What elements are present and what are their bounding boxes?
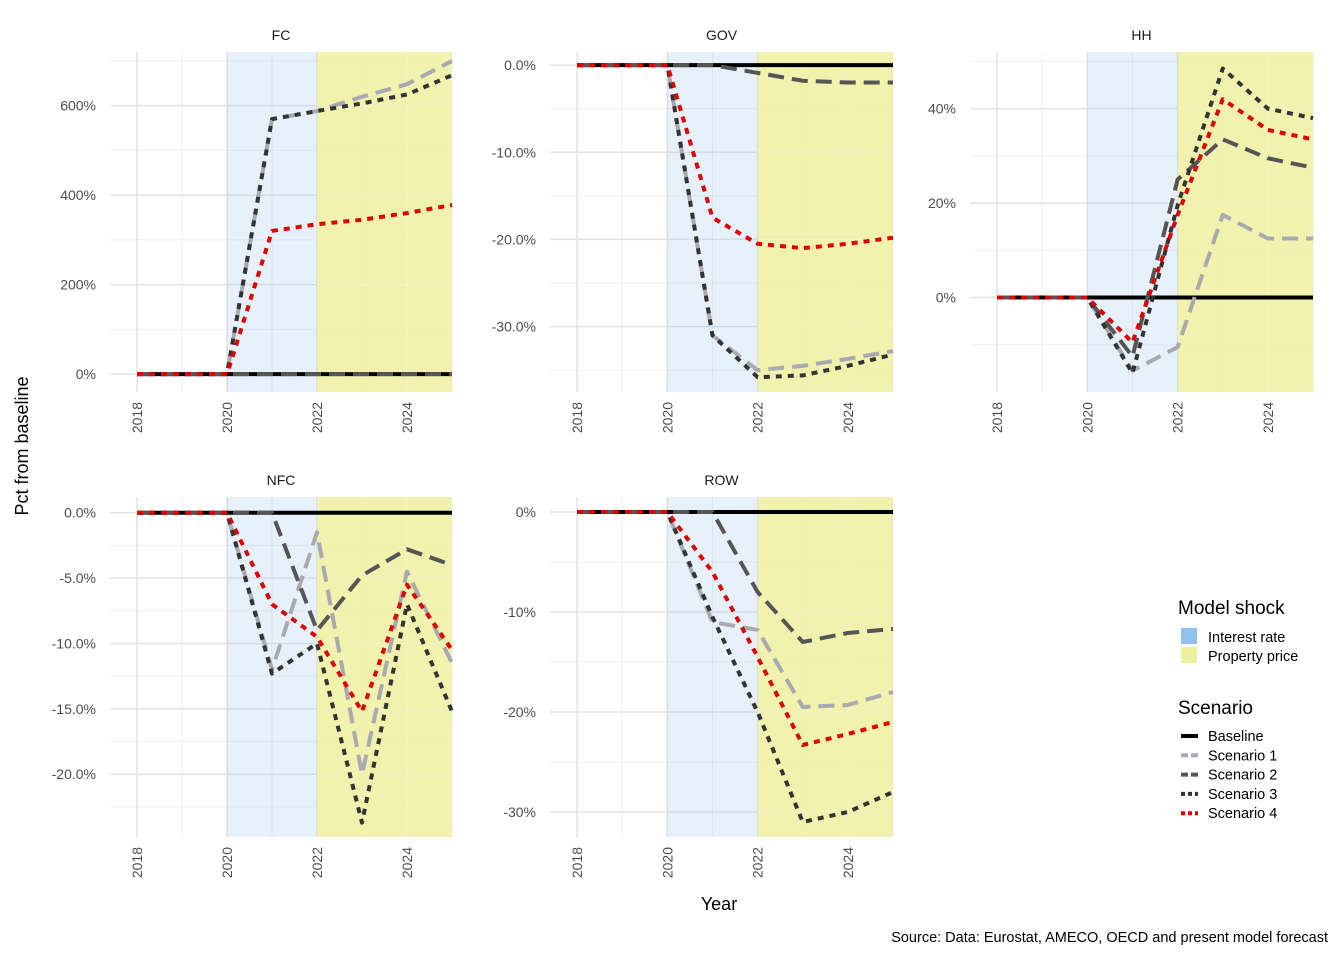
legend-item-scenario-1: Scenario 1: [1181, 748, 1277, 764]
x-tick-label: 2022: [750, 402, 766, 433]
legend-label: Scenario 3: [1208, 787, 1277, 803]
legend-item-scenario-2: Scenario 2: [1181, 768, 1277, 784]
legend-label: Scenario 4: [1208, 806, 1277, 822]
series-line-scenario-4: [997, 97, 1314, 345]
y-tick-label: -5.0%: [59, 570, 96, 586]
y-tick-label: 0%: [936, 290, 956, 306]
panel-title: NFC: [267, 472, 296, 488]
y-tick-label: 0.0%: [64, 505, 96, 521]
panel-fc: FC 0% 200% 400% 600% 2018 2020 2022 2024: [60, 27, 453, 433]
x-tick-label: 2020: [659, 402, 675, 433]
y-tick-label: 200%: [60, 277, 96, 293]
y-tick-label: 400%: [60, 187, 96, 203]
x-tick-label: 2018: [569, 847, 585, 878]
legend-item-interest-rate: Interest rate: [1181, 628, 1285, 646]
x-tick-label: 2024: [1260, 402, 1276, 433]
x-tick-label: 2022: [309, 847, 325, 878]
shock-band-property-price: [1177, 52, 1313, 392]
x-tick-label: 2018: [129, 847, 145, 878]
panel-title: ROW: [704, 472, 739, 488]
y-tick-label: -15.0%: [52, 701, 96, 717]
legend-label: Scenario 1: [1208, 748, 1277, 764]
legend-shock-items: Interest rate Property price: [1181, 628, 1298, 665]
y-tick-label: -10%: [503, 604, 536, 620]
legend-swatch: [1181, 628, 1197, 644]
legend-item-baseline: Baseline: [1181, 729, 1264, 745]
x-tick-label: 2024: [399, 847, 415, 878]
y-tick-label: 0%: [516, 504, 536, 520]
x-tick-label: 2022: [1170, 402, 1186, 433]
shock-band-property-price: [757, 52, 893, 392]
x-tick-label: 2018: [989, 402, 1005, 433]
x-tick-label: 2022: [750, 847, 766, 878]
y-tick-label: 600%: [60, 98, 96, 114]
legend-shock-title: Model shock: [1178, 598, 1285, 619]
legend-label: Interest rate: [1208, 630, 1285, 646]
y-tick-label: 20%: [928, 195, 956, 211]
panel-title: GOV: [706, 27, 738, 43]
legend-item-property-price: Property price: [1181, 647, 1298, 665]
y-tick-label: 0.0%: [504, 57, 536, 73]
y-tick-label: -30%: [503, 804, 536, 820]
series-line-scenario-4: [137, 203, 453, 377]
panel-gov: GOV 0.0% -10.0% -20.0% -30.0% 2018 2020 2022 202…: [492, 27, 894, 433]
x-tick-label: 2024: [840, 402, 856, 433]
shock-band-property-price: [317, 52, 452, 392]
shock-band-interest-rate: [227, 52, 317, 392]
series-line-scenario-4: [577, 510, 894, 747]
x-tick-label: 2024: [840, 847, 856, 878]
legend-item-scenario-3: Scenario 3: [1181, 787, 1277, 803]
y-tick-label: -20.0%: [492, 231, 536, 247]
panel-hh: HH 0% 20% 40% 2018 2020 2022 2024: [928, 27, 1314, 433]
y-tick-label: -10.0%: [52, 635, 96, 651]
x-tick-label: 2020: [219, 847, 235, 878]
legend-swatch: [1181, 647, 1197, 663]
y-axis-title: Pct from baseline: [12, 376, 32, 515]
panel-nfc: NFC 0.0% -5.0% -10.0% -15.0% -20.0% 2018 2020 20…: [52, 472, 454, 878]
y-tick-label: -20.0%: [52, 766, 96, 782]
legend-item-scenario-4: Scenario 4: [1181, 806, 1277, 822]
x-tick-label: 2018: [569, 402, 585, 433]
legend-scenario-items: Baseline Scenario 1 Scenario 2 Scenario 3 Sc…: [1181, 729, 1277, 822]
y-tick-label: -10.0%: [492, 144, 536, 160]
panel-row: ROW 0% -10% -20% -30% 2018 2020 2022 2024: [503, 472, 894, 878]
source-caption: Source: Data: Eurostat, AMECO, OECD and …: [891, 930, 1328, 946]
x-tick-label: 2022: [309, 402, 325, 433]
series-line-scenario-4: [577, 63, 894, 251]
series-line-scenario-4: [137, 510, 454, 714]
x-tick-label: 2024: [399, 402, 415, 433]
panels-layer: FC 0% 200% 400% 600% 2018 2020 2022 2024 GOV 0.0% -…: [52, 27, 1314, 878]
legend-label: Baseline: [1208, 729, 1264, 745]
y-tick-label: -20%: [503, 704, 536, 720]
panel-title: FC: [272, 27, 291, 43]
x-tick-label: 2020: [219, 402, 235, 433]
panel-title: HH: [1131, 27, 1151, 43]
shock-band-interest-rate: [667, 52, 758, 392]
legend-label: Scenario 2: [1208, 768, 1277, 784]
x-tick-label: 2018: [129, 402, 145, 433]
y-tick-label: -30.0%: [492, 319, 536, 335]
y-tick-label: 40%: [928, 101, 956, 117]
x-tick-label: 2020: [1079, 402, 1095, 433]
x-axis-title: Year: [701, 894, 737, 914]
shock-band-interest-rate: [1087, 52, 1178, 392]
legend-label: Property price: [1208, 649, 1298, 665]
y-tick-label: 0%: [76, 366, 96, 382]
x-tick-label: 2020: [659, 847, 675, 878]
legend-scenario-title: Scenario: [1178, 698, 1253, 719]
